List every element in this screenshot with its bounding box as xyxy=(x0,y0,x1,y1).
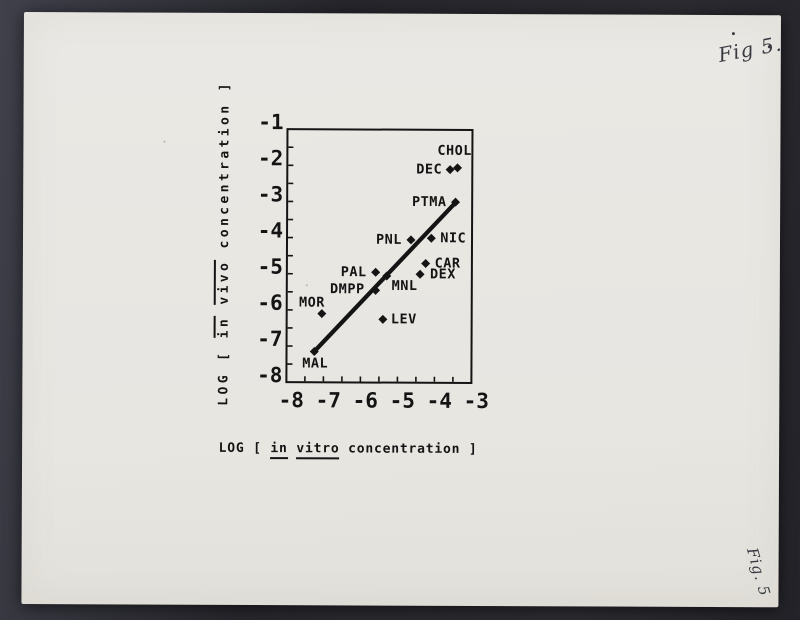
plot-frame xyxy=(285,128,474,384)
x-tick-label: -4 xyxy=(427,389,452,413)
ink-dot xyxy=(767,45,771,49)
x-axis-title-post: concentration ] xyxy=(339,441,478,457)
y-tick-label: -4 xyxy=(258,218,283,242)
x-tick-label: -8 xyxy=(279,388,304,412)
x-axis-title-pre: LOG [ xyxy=(218,440,271,457)
point-label-dec: DEC xyxy=(416,161,442,177)
data-point-dec xyxy=(445,165,455,175)
y-tick-label: -8 xyxy=(257,363,282,387)
y-tick-label: -6 xyxy=(257,291,282,315)
x-axis-title: LOG [ in vitro concentration ] xyxy=(214,440,482,460)
y-axis-title-sep xyxy=(217,305,232,316)
x-axis-title-in: in xyxy=(270,441,288,460)
data-point-car xyxy=(421,258,431,268)
y-tick-label: -5 xyxy=(258,255,283,279)
x-tick-label: -7 xyxy=(316,388,341,412)
scan-speck xyxy=(163,140,166,143)
data-point-pal xyxy=(371,267,381,277)
data-point-dex xyxy=(415,269,425,279)
x-tick-label: -5 xyxy=(390,389,415,413)
y-tick-label: -1 xyxy=(258,110,283,134)
point-label-mal: MAL xyxy=(302,355,328,371)
data-point-mnl xyxy=(382,271,392,281)
point-label-car: CAR xyxy=(435,256,461,272)
x-tick-label: -3 xyxy=(464,389,489,413)
data-point-nic xyxy=(426,233,436,243)
data-point-ptma xyxy=(451,197,461,207)
point-label-mor: MOR xyxy=(299,295,325,311)
point-label-nic: NIC xyxy=(440,230,466,246)
point-label-dex: DEX xyxy=(430,266,456,282)
point-label-dmpp: DMPP xyxy=(330,281,365,297)
scatter-plot: -1 -2 -3 -4 -5 -6 -7 -8-8 -7 -6 -5 -4 -3 CHOL DEC PTMA P… xyxy=(257,110,489,413)
x-tick-label: -6 xyxy=(353,388,378,412)
point-label-chol: CHOL xyxy=(437,143,472,159)
scanned-page: -1 -2 -3 -4 -5 -6 -7 -8 -8 -7 -6 -5 -4 -3 CHOL DEC PTMA P… xyxy=(21,12,784,608)
point-label-lev: LEV xyxy=(391,311,417,327)
data-point-dmpp xyxy=(371,285,381,295)
y-axis-title-in: in xyxy=(213,315,232,339)
y-tick-label: -2 xyxy=(258,146,283,170)
data-point-chol xyxy=(453,163,463,173)
y-tick-label: -3 xyxy=(258,182,283,206)
data-point-mal xyxy=(309,347,319,357)
ink-dot xyxy=(731,32,735,36)
data-point-lev xyxy=(378,314,388,324)
y-axis-title: LOG [ in vivo concentration ] xyxy=(213,75,237,411)
x-axis-title-sep xyxy=(288,441,297,456)
x-axis-title-vitro: vitro xyxy=(296,441,340,460)
point-label-pnl: PNL xyxy=(376,232,402,248)
scan-speck xyxy=(305,284,308,287)
data-point-pnl xyxy=(406,235,416,245)
data-point-mor xyxy=(317,309,327,319)
point-label-pal: PAL xyxy=(341,264,367,280)
y-axis-title-post: concentration ] xyxy=(216,80,233,260)
y-tick-label: -7 xyxy=(257,327,282,351)
point-label-ptma: PTMA xyxy=(412,194,447,210)
y-axis-title-vivo: vivo xyxy=(213,259,232,305)
point-label-mnl: MNL xyxy=(392,278,418,294)
y-axis-title-pre: LOG [ xyxy=(216,338,232,406)
